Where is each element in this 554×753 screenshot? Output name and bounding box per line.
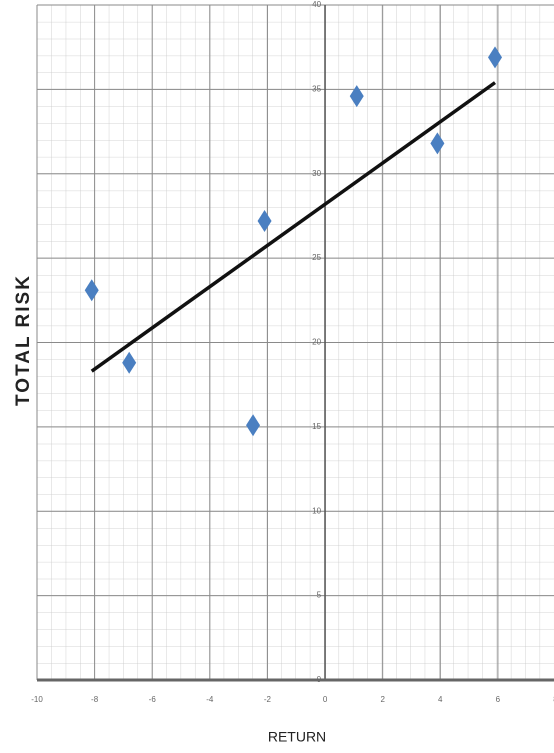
- y-tick-label: 40: [312, 0, 321, 9]
- y-tick-label: 30: [312, 169, 321, 178]
- x-tick-label: -4: [206, 695, 214, 704]
- x-tick-label: 0: [323, 695, 328, 704]
- x-tick-label: -2: [264, 695, 272, 704]
- point: [488, 46, 503, 69]
- x-tick-label: -10: [31, 695, 43, 704]
- point: [84, 279, 99, 302]
- y-tick-label: 10: [312, 506, 321, 515]
- point: [122, 351, 137, 374]
- x-tick-label: 2: [380, 695, 385, 704]
- y-tick-label: 15: [312, 422, 321, 431]
- y-tick-label: 35: [312, 84, 321, 93]
- point: [246, 414, 261, 437]
- x-tick-label: -8: [91, 695, 99, 704]
- x-tick-label: -6: [149, 695, 157, 704]
- y-tick-label: 20: [312, 338, 321, 347]
- point: [257, 210, 272, 232]
- y-axis-label: TOTAL RISK: [13, 274, 34, 406]
- point: [349, 85, 364, 108]
- trend-line: [90, 81, 497, 373]
- x-axis-label: RETURN: [268, 729, 326, 745]
- y-tick-label: 25: [312, 253, 321, 262]
- x-tick-label: 6: [496, 695, 501, 704]
- point: [430, 132, 445, 155]
- y-tick-label: 5: [317, 591, 322, 600]
- x-tick-label: 4: [438, 695, 443, 704]
